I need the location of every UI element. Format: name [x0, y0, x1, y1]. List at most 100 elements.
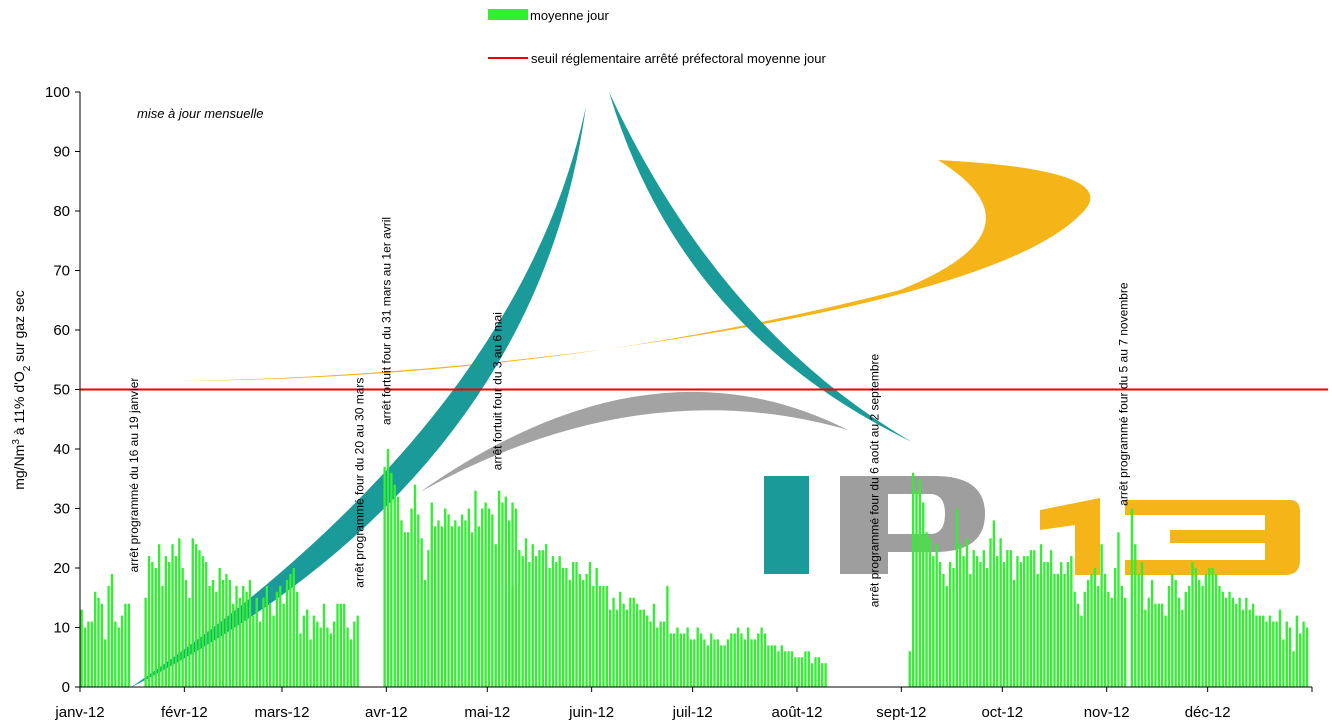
bar [521, 556, 524, 687]
bar [959, 544, 962, 687]
bar [979, 562, 982, 687]
bar [464, 520, 467, 687]
bar [1043, 562, 1046, 687]
bar [1214, 573, 1218, 687]
bar [1171, 573, 1174, 687]
bar [275, 591, 279, 687]
y-tick-label: 0 [62, 679, 70, 696]
bar [184, 579, 188, 687]
bar [699, 633, 703, 687]
bar [575, 562, 578, 687]
bar [154, 568, 157, 687]
bar [683, 633, 686, 687]
bar [689, 639, 693, 687]
bar [935, 544, 938, 687]
bar [198, 550, 201, 687]
bar [807, 651, 810, 687]
bar [932, 556, 935, 687]
bar [545, 544, 548, 687]
bar [444, 508, 447, 687]
bar [1272, 621, 1275, 687]
bar [178, 538, 181, 687]
bar [1033, 550, 1036, 687]
shutdown-annotation: arrêt fortuit four du 3 au 6 mai [490, 312, 504, 470]
bar [1134, 544, 1137, 687]
bar [561, 568, 565, 687]
bar [948, 562, 952, 687]
bar [777, 651, 780, 687]
bar [612, 597, 615, 687]
bar [1053, 573, 1056, 687]
bar [211, 579, 215, 687]
bar [814, 657, 817, 687]
logo-gray-arc [420, 391, 848, 492]
bar [1083, 591, 1086, 687]
bar [622, 603, 625, 687]
bar [470, 532, 474, 687]
bar [114, 621, 117, 687]
ip13-logo [130, 92, 1300, 688]
bar [255, 597, 258, 687]
bar [615, 609, 619, 687]
logo-digit-1 [1040, 498, 1100, 575]
bar [982, 550, 985, 687]
bar [393, 484, 396, 687]
bar [1002, 562, 1006, 687]
bar [407, 532, 410, 687]
bar [723, 645, 726, 687]
bar [985, 568, 989, 687]
bar [1201, 585, 1204, 687]
bar [686, 627, 689, 687]
bar [652, 603, 656, 687]
bar [999, 538, 1002, 687]
bar [245, 591, 248, 687]
bar [693, 639, 696, 687]
bar [1292, 651, 1295, 687]
x-tick-label: nov-12 [1084, 704, 1130, 721]
bar [992, 520, 996, 687]
bar [1211, 568, 1214, 687]
bar [531, 544, 534, 687]
bar [787, 651, 790, 687]
bar [975, 556, 979, 687]
bar [80, 609, 83, 687]
bar [1231, 597, 1235, 687]
bar [659, 621, 662, 687]
bar [582, 579, 585, 687]
bar [568, 579, 571, 687]
bar [272, 615, 275, 687]
bar [258, 621, 262, 687]
bar [602, 585, 605, 687]
bar [1299, 633, 1302, 687]
bar [322, 603, 326, 687]
bar [221, 579, 225, 687]
bar [174, 556, 178, 687]
y-tick-label: 40 [53, 441, 70, 458]
update-note: mise à jour mensuelle [137, 106, 263, 121]
bar [295, 591, 299, 687]
y-tick-label: 20 [53, 560, 70, 577]
bar [918, 478, 922, 687]
bar [316, 621, 319, 687]
bar [588, 562, 592, 687]
y-tick-label: 90 [53, 144, 70, 161]
bar [804, 651, 807, 687]
bar [511, 502, 514, 687]
bar [1204, 573, 1208, 687]
bar [238, 597, 242, 687]
bar [662, 621, 666, 687]
x-tick-label: févr-12 [161, 704, 208, 721]
bar [1285, 621, 1288, 687]
x-tick-label: mars-12 [254, 704, 309, 721]
shutdown-annotation: arrêt fortuit four du 31 mars au 1er avr… [379, 217, 393, 425]
bar [127, 603, 130, 687]
bar [1110, 597, 1113, 687]
bar [1295, 615, 1299, 687]
x-tick-label: janv-12 [54, 704, 104, 721]
bar [292, 568, 295, 687]
bar [1117, 532, 1120, 687]
x-tick-label: sept-12 [876, 704, 926, 721]
bar [242, 585, 245, 687]
bar [168, 562, 171, 687]
